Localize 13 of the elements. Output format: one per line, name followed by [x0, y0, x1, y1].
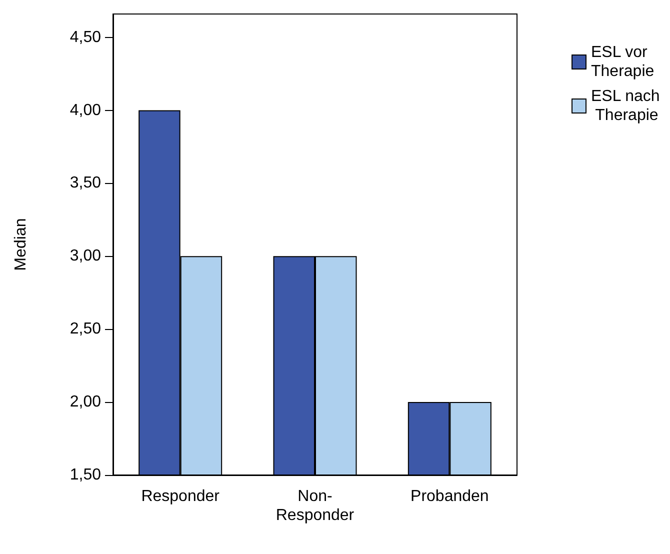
y-axis-title: Median: [12, 218, 30, 271]
x-tick-label: Non-Responder: [276, 488, 355, 524]
y-tick-label: 4,00: [70, 102, 102, 119]
x-tick-label: Probanden: [410, 488, 489, 505]
legend-label: ESL vor Therapie: [591, 44, 654, 80]
y-tick-label: 3,50: [70, 174, 102, 192]
y-tick-label: 2,50: [70, 320, 102, 338]
y-tick-label: 4,50: [70, 28, 102, 46]
y-tick-label: 2,00: [70, 394, 102, 411]
y-tick-label: 1,50: [70, 466, 102, 484]
y-tick-label: 3,00: [70, 248, 102, 265]
x-tick-label: Responder: [141, 488, 220, 505]
legend-label: ESL nach Therapie: [591, 88, 660, 124]
